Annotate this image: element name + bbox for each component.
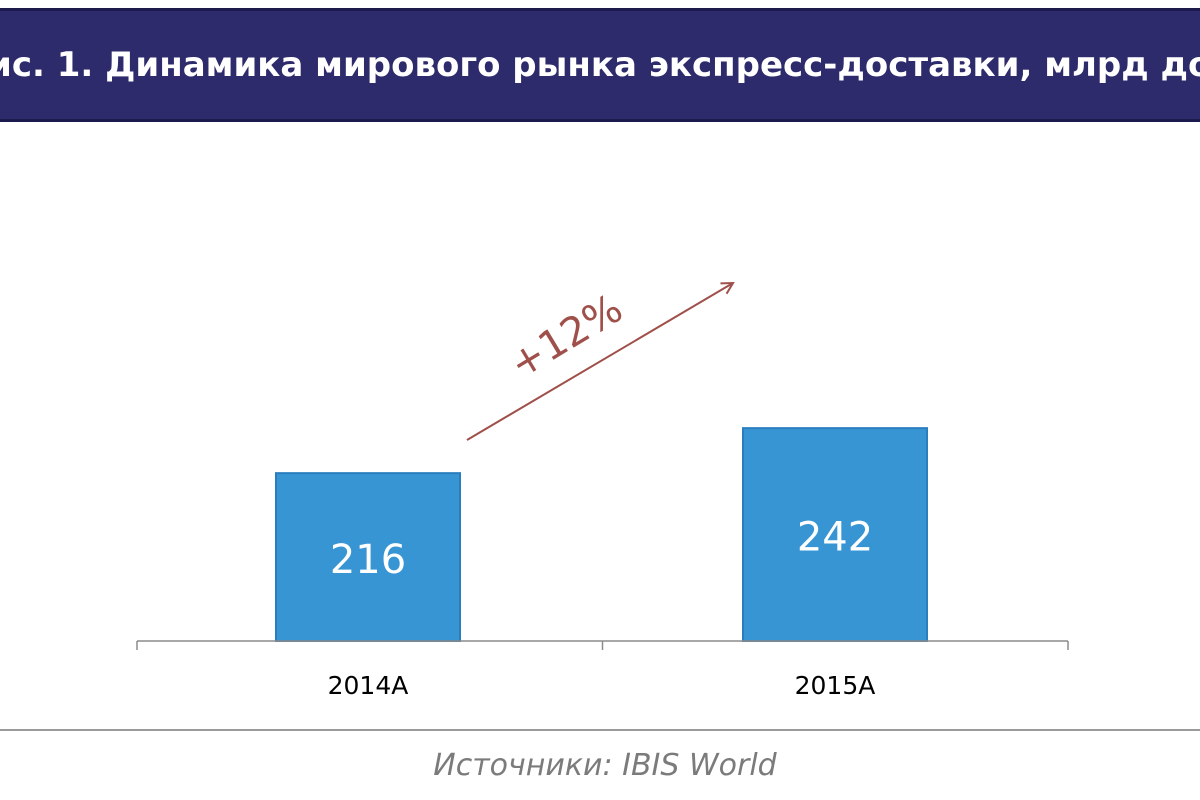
- bars-layer: [275, 427, 928, 642]
- chart-title: ис. 1. Динамика мирового рынка экспресс-…: [0, 45, 1200, 85]
- x-axis: 2014А 2015А: [136, 640, 1069, 700]
- chart-canvas: 216 242 2014А 2015А +12%: [136, 130, 1069, 700]
- x-tick-label-2015А: 2015А: [795, 671, 876, 700]
- source-caption: Источники: IBIS World: [433, 748, 777, 783]
- source-divider: [0, 729, 1200, 731]
- data-labels-layer: 216 242: [330, 515, 873, 584]
- data-label-2015А: 242: [797, 515, 873, 561]
- title-bar: ис. 1. Динамика мирового рынка экспресс-…: [0, 8, 1200, 122]
- x-tick-label-2014А: 2014А: [328, 671, 409, 700]
- chart-header: ис. 1. Динамика мирового рынка экспресс-…: [0, 0, 1200, 130]
- growth-annotation: +12%: [466, 283, 733, 441]
- bar-2015А: [742, 427, 928, 642]
- growth-label: +12%: [502, 286, 631, 388]
- bar-chart: 216 242 2014А 2015А +12%: [0, 130, 1200, 730]
- bar-2014А: [275, 472, 461, 642]
- data-label-2014А: 216: [330, 537, 406, 583]
- growth-arrow: [466, 283, 733, 441]
